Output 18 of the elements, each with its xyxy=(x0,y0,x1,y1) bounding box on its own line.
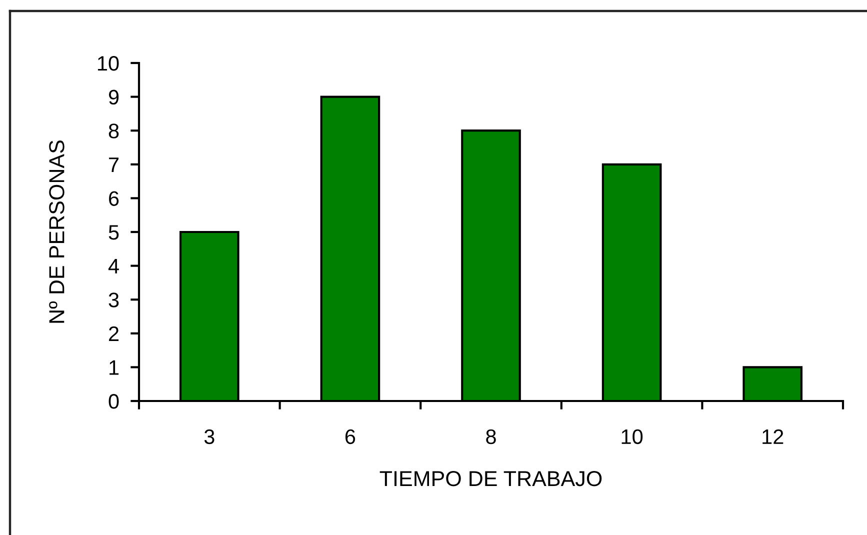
y-tick-label: 6 xyxy=(109,191,119,206)
y-axis-title: Nº DE PERSONAS xyxy=(49,140,64,323)
x-tick-label: 3 xyxy=(204,429,214,444)
y-tick-label: 2 xyxy=(109,326,119,341)
x-tick-label: 10 xyxy=(622,429,643,444)
y-tick-label: 0 xyxy=(108,394,119,409)
x-tick-label: 6 xyxy=(345,429,356,444)
y-tick-label: 5 xyxy=(108,225,119,240)
y-tick-label: 1 xyxy=(110,360,119,375)
y-tick-label: 8 xyxy=(108,124,119,138)
y-tick-label: 9 xyxy=(108,90,119,105)
x-tick-label: 12 xyxy=(762,429,784,444)
x-axis-title: TIEMPO DE TRABAJO xyxy=(380,470,602,486)
x-tick-label: 8 xyxy=(486,429,496,444)
y-tick-label: 3 xyxy=(108,292,119,308)
y-tick-label: 7 xyxy=(109,158,119,172)
y-tick-label: 4 xyxy=(108,259,119,274)
y-tick-label: 10 xyxy=(98,56,119,71)
